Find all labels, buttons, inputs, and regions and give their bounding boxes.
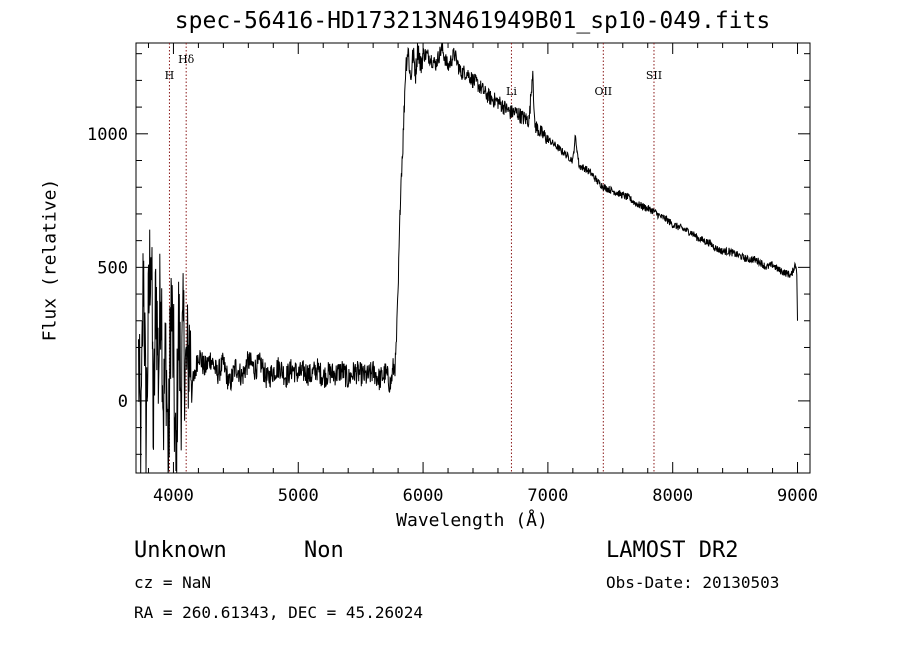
x-tick-label: 8000 <box>652 486 693 506</box>
y-tick-label: 0 <box>118 392 128 412</box>
spectrum-line <box>138 42 798 474</box>
line-marker-label: H <box>165 69 175 82</box>
subclass-label: Non <box>304 538 344 563</box>
y-tick-label: 500 <box>97 258 128 278</box>
x-tick-label: 5000 <box>278 486 319 506</box>
x-tick-label: 4000 <box>153 486 194 506</box>
chart-title: spec-56416-HD173213N461949B01_sp10-049.f… <box>174 8 771 34</box>
line-marker-label: Li <box>506 85 517 98</box>
y-axis-label: Flux (relative) <box>39 178 61 342</box>
x-axis-label: Wavelength (Å) <box>396 510 548 531</box>
x-tick-label: 9000 <box>777 486 818 506</box>
x-tick-label: 6000 <box>403 486 444 506</box>
class-label: Unknown <box>134 538 227 563</box>
cz-value: cz = NaN <box>134 573 212 592</box>
obs-date: Obs-Date: 20130503 <box>606 573 780 592</box>
x-tick-label: 7000 <box>527 486 568 506</box>
y-tick-label: 1000 <box>87 125 128 145</box>
line-marker-label: SII <box>646 69 662 82</box>
line-marker-label: OII <box>594 85 612 98</box>
survey-label: LAMOST DR2 <box>606 538 739 563</box>
coordinates: RA = 260.61343, DEC = 45.26024 <box>134 603 423 622</box>
plot-frame <box>135 42 811 474</box>
line-marker-label: Hδ <box>178 53 195 66</box>
